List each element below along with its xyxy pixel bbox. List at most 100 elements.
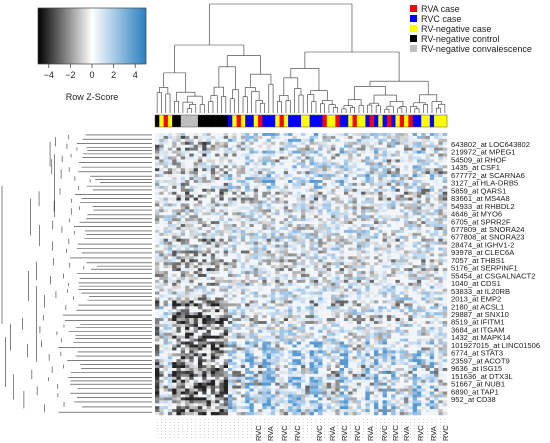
heatmap-cell	[412, 180, 418, 184]
heatmap-cell	[202, 238, 207, 242]
heatmap-cell	[185, 321, 190, 325]
heatmap-cell	[395, 168, 401, 172]
heatmap-cell	[352, 150, 358, 154]
heatmap-cell	[228, 262, 233, 266]
heatmap-cell	[163, 235, 169, 239]
heatmap-cell	[258, 212, 263, 216]
heatmap-cell	[412, 297, 418, 301]
heatmap-cell	[155, 153, 160, 157]
heatmap-cell	[442, 241, 448, 245]
heatmap-cell	[279, 209, 285, 213]
heatmap-cell	[163, 182, 169, 187]
heatmap-cell	[335, 259, 340, 263]
heatmap-cell	[176, 276, 182, 281]
heatmap-cell	[399, 312, 405, 316]
heatmap-cell	[288, 177, 293, 181]
heatmap-cell	[408, 241, 413, 245]
sample-group-cell	[249, 115, 255, 127]
heatmap-cell	[172, 177, 177, 181]
heatmap-cell	[155, 303, 160, 307]
heatmap-cell	[318, 215, 323, 219]
heatmap-cell	[322, 288, 328, 292]
heatmap-cell	[305, 194, 310, 198]
heatmap-cell	[356, 288, 362, 292]
heatmap-cell	[206, 135, 212, 140]
heatmap-cell	[326, 303, 332, 307]
heatmap-cell	[416, 177, 422, 181]
heatmap-cell	[395, 285, 401, 289]
heatmap-cell	[176, 171, 182, 175]
heatmap-cell	[391, 297, 396, 301]
heatmap-cell	[305, 229, 310, 234]
heatmap-cell	[425, 256, 431, 260]
heatmap-cell	[399, 224, 405, 228]
heatmap-cell	[296, 168, 302, 172]
heatmap-cell	[275, 215, 280, 219]
heatmap-cell	[232, 165, 237, 169]
heatmap-cell	[240, 197, 246, 201]
heatmap-cell	[223, 318, 229, 322]
heatmap-cell	[279, 212, 285, 216]
heatmap-cell	[369, 194, 375, 198]
heatmap-cell	[176, 241, 182, 245]
heatmap-cell	[167, 268, 173, 272]
heatmap-cell	[416, 247, 422, 251]
heatmap-cell	[197, 191, 203, 195]
heatmap-cell	[275, 206, 280, 210]
heatmap-cell	[262, 188, 267, 192]
heatmap-cell	[305, 297, 310, 301]
heatmap-cell	[266, 312, 272, 316]
heatmap-cell	[189, 294, 194, 298]
heatmap-cell	[270, 133, 276, 137]
heatmap-cell	[382, 323, 388, 328]
heatmap-cell	[163, 215, 169, 219]
heatmap-cell	[395, 177, 401, 181]
heatmap-cell	[189, 224, 194, 228]
heatmap-cell	[348, 212, 353, 216]
heatmap-cell	[361, 262, 366, 266]
heatmap-cell	[176, 318, 182, 322]
heatmap-cell	[275, 253, 280, 257]
heatmap-cell	[159, 188, 164, 192]
heatmap-cell	[167, 171, 173, 175]
heatmap-cell	[197, 262, 203, 266]
heatmap-cell	[352, 194, 358, 198]
heatmap-cell	[197, 268, 203, 272]
heatmap-cell	[279, 215, 285, 219]
heatmap-cell	[163, 303, 169, 307]
heatmap-cell	[374, 282, 379, 286]
heatmap-cell	[197, 135, 203, 140]
sample-group-cell	[425, 115, 431, 127]
heatmap-cell	[326, 162, 332, 166]
heatmap-cell	[219, 212, 224, 216]
heatmap-cell	[438, 276, 443, 281]
heatmap-cell	[313, 318, 319, 322]
heatmap-cell	[434, 309, 439, 313]
heatmap-cell	[348, 180, 353, 184]
color-key-ticks: −4 −2 0 2 4	[44, 64, 138, 80]
heatmap-cell	[382, 197, 388, 201]
heatmap-cell	[258, 247, 263, 251]
heatmap-cell	[193, 303, 199, 307]
heatmap-cell	[210, 244, 216, 248]
heatmap-cell	[434, 300, 439, 304]
heatmap-cell	[236, 285, 242, 289]
heatmap-cell	[386, 159, 392, 163]
heatmap-cell	[296, 224, 302, 228]
heatmap-cell	[339, 150, 345, 154]
heatmap-cell	[365, 224, 370, 228]
heatmap-cell	[365, 318, 370, 322]
heatmap-cell	[301, 188, 306, 192]
heatmap-cell	[305, 221, 310, 225]
heatmap-cell	[236, 306, 242, 310]
sample-group-cell	[343, 115, 349, 127]
heatmap-cell	[348, 144, 353, 148]
heatmap-cell	[339, 265, 345, 269]
heatmap-cell	[331, 235, 336, 239]
heatmap-cell	[228, 279, 233, 284]
heatmap-cell	[309, 150, 315, 154]
heatmap-cell	[185, 209, 190, 213]
heatmap-cell	[236, 259, 242, 263]
heatmap-cell	[326, 203, 332, 207]
heatmap-cell	[343, 253, 349, 257]
